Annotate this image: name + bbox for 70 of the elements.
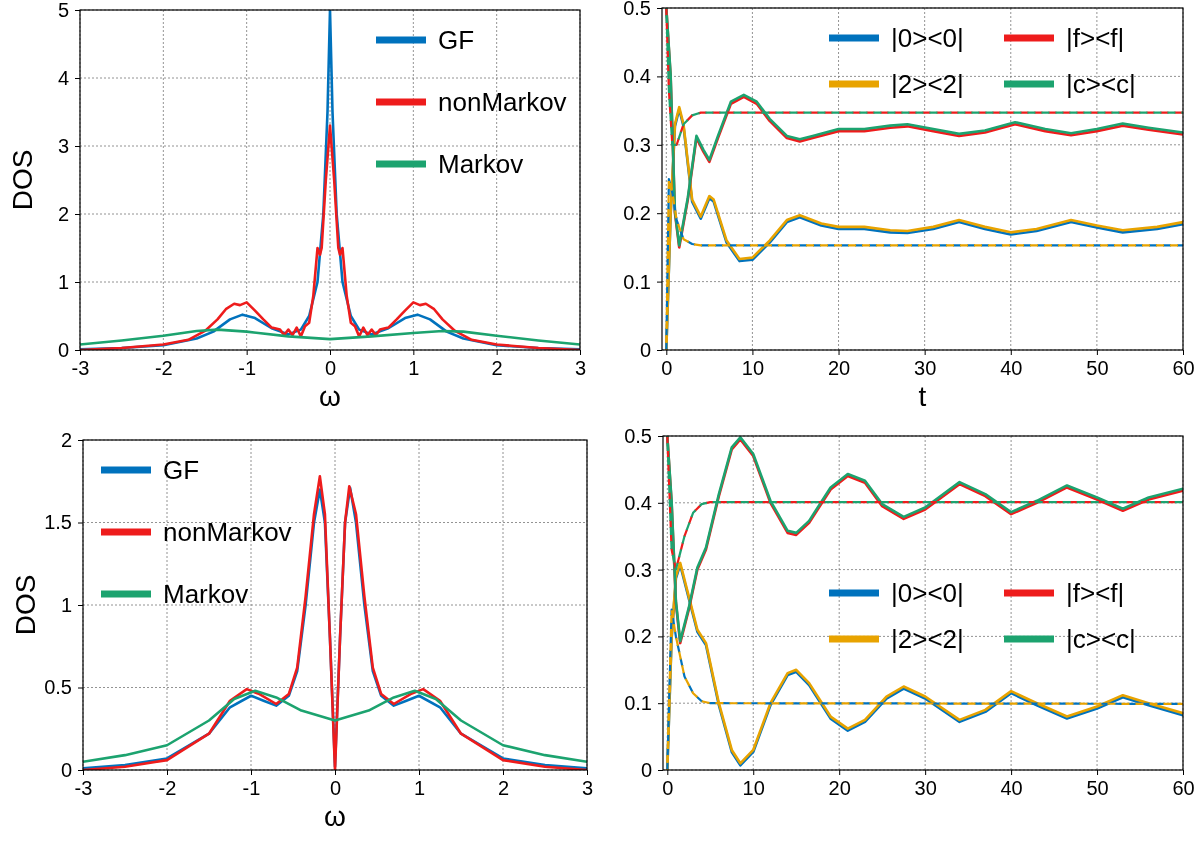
x-tick-label: 10: [741, 357, 765, 380]
x-tick-label: 40: [1000, 777, 1023, 800]
x-tick-label: 2: [497, 777, 510, 800]
y-tick-label: 0.5: [623, 0, 651, 19]
y-tick-label: 0.2: [624, 625, 652, 648]
y-tick-label: 0: [639, 338, 651, 361]
legend-label: |f><f|: [1066, 23, 1125, 53]
x-tick-label: -3: [71, 357, 90, 380]
y-tick-label: 0: [57, 338, 69, 361]
x-tick-label: 60: [1172, 357, 1195, 380]
x-tick-label: 1: [413, 777, 426, 800]
x-tick-label: 50: [1086, 777, 1109, 800]
x-tick-label: 2: [491, 357, 503, 380]
y-tick-label: 0.1: [624, 692, 652, 715]
legend-label: |c><c|: [1066, 69, 1136, 99]
legend-label: |f><f|: [1066, 578, 1125, 608]
x-tick-label: 50: [1086, 357, 1109, 380]
x-tick-label: -1: [242, 777, 261, 800]
y-tick-label: 2: [57, 202, 69, 225]
x-tick-label: 60: [1172, 777, 1195, 800]
y-tick-label: 0.2: [623, 202, 651, 225]
y-axis-title: DOS: [7, 149, 38, 211]
x-tick-label: 3: [581, 777, 594, 800]
y-tick-label: 0: [640, 758, 652, 781]
x-tick-label: 0: [662, 777, 674, 800]
y-tick-label: 0.1: [623, 270, 651, 293]
legend-label: |2><2|: [891, 69, 964, 99]
y-tick-label: 0.4: [623, 65, 651, 88]
legend-label: nonMarkov: [438, 87, 567, 117]
x-tick-label: 3: [574, 357, 587, 380]
y-tick-label: 2: [60, 428, 72, 451]
x-tick-label: -1: [238, 357, 257, 380]
x-tick-label: -3: [74, 777, 93, 800]
x-axis-title: ω: [319, 381, 341, 412]
y-tick-label: 1.5: [44, 511, 72, 534]
y-tick-label: 0: [60, 758, 72, 781]
x-tick-label: 20: [827, 357, 851, 380]
x-tick-label: -2: [154, 357, 173, 380]
y-axis-title: DOS: [10, 574, 41, 636]
y-tick-label: 1: [57, 270, 69, 293]
x-tick-label: 30: [914, 777, 937, 800]
y-tick-label: 1: [60, 593, 72, 616]
x-tick-label: 0: [661, 357, 673, 380]
x-tick-label: -2: [158, 777, 177, 800]
y-tick-label: 0.4: [624, 491, 652, 514]
x-tick-label: 20: [828, 777, 851, 800]
legend-label: |0><0|: [891, 23, 964, 53]
x-tick-label: 30: [914, 357, 937, 380]
legend-label: Markov: [438, 149, 524, 179]
y-tick-label: 5: [57, 0, 69, 21]
y-tick-label: 0.3: [624, 558, 652, 581]
x-axis-title: ω: [324, 801, 346, 832]
legend-label: nonMarkov: [163, 517, 292, 547]
y-tick-label: 3: [57, 134, 69, 157]
y-tick-label: 0.3: [623, 133, 651, 156]
y-tick-label: 0.5: [44, 676, 72, 699]
x-tick-label: 0: [324, 357, 337, 380]
x-tick-label: 0: [329, 777, 342, 800]
legend-label: GF: [163, 455, 200, 485]
legend-label: |c><c|: [1066, 624, 1136, 654]
y-tick-label: 4: [57, 66, 69, 89]
x-tick-label: 40: [1000, 357, 1023, 380]
x-tick-label: 1: [408, 357, 420, 380]
legend-label: |0><0|: [891, 578, 964, 608]
x-axis-title: t: [918, 381, 927, 412]
y-tick-label: 0.5: [624, 424, 652, 447]
x-tick-label: 10: [742, 777, 765, 800]
legend-label: Markov: [163, 579, 249, 609]
legend-label: GF: [438, 25, 475, 55]
legend-label: |2><2|: [891, 624, 964, 654]
